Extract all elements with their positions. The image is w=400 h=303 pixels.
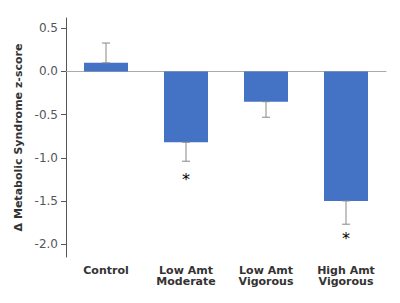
svg-text:-2.0: -2.0 <box>35 237 58 251</box>
svg-text:0.0: 0.0 <box>39 64 58 78</box>
svg-text:High Amt: High Amt <box>317 264 375 277</box>
svg-text:Control: Control <box>83 264 128 277</box>
svg-text:Low Amt: Low Amt <box>239 264 293 277</box>
svg-text:Moderate: Moderate <box>156 275 215 288</box>
svg-text:-1.0: -1.0 <box>35 151 58 165</box>
svg-text:0.5: 0.5 <box>39 21 58 35</box>
svg-text:Low Amt: Low Amt <box>159 264 213 277</box>
svg-text:Δ Metabolic Syndrome z-score: Δ Metabolic Syndrome z-score <box>12 44 25 232</box>
svg-text:*: * <box>182 170 190 189</box>
svg-text:-0.5: -0.5 <box>35 108 58 122</box>
svg-text:Vigorous: Vigorous <box>319 275 374 288</box>
svg-text:-1.5: -1.5 <box>35 194 58 208</box>
svg-text:*: * <box>342 229 350 248</box>
svg-text:Vigorous: Vigorous <box>239 275 294 288</box>
